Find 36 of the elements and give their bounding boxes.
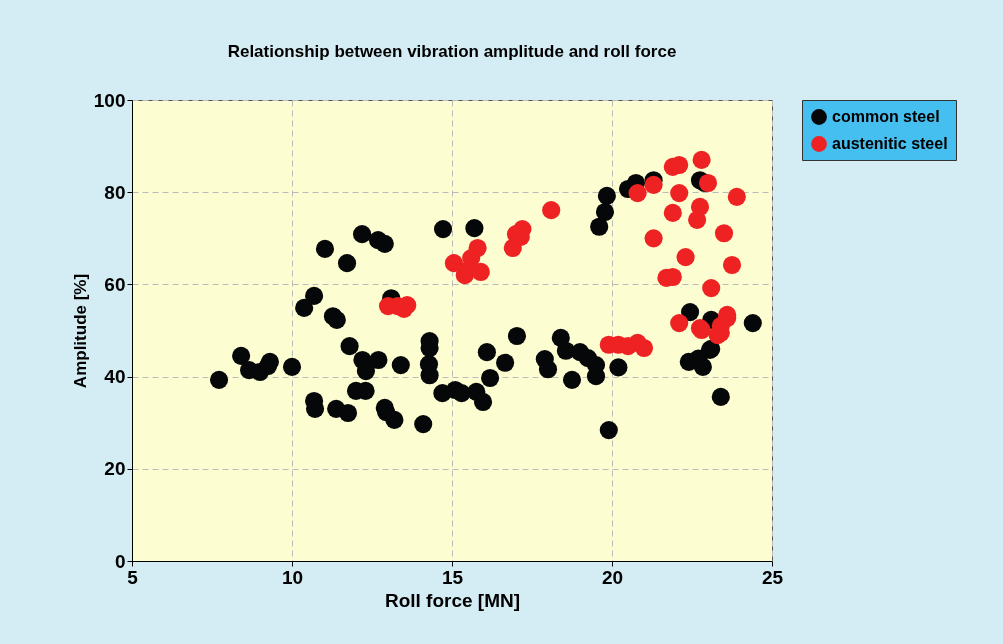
x-tick-label: 10 bbox=[281, 566, 304, 588]
point bbox=[670, 155, 689, 175]
point bbox=[698, 173, 718, 193]
point bbox=[670, 184, 689, 203]
y-tick-label: 20 bbox=[104, 458, 126, 480]
point bbox=[471, 262, 490, 282]
point bbox=[688, 210, 707, 229]
x-tick-label: 20 bbox=[601, 566, 624, 588]
point bbox=[722, 255, 742, 275]
x-tick-label: 5 bbox=[127, 566, 139, 588]
y-tick-label: 80 bbox=[104, 181, 126, 203]
point bbox=[692, 150, 711, 169]
legend-label: austenitic steel bbox=[832, 135, 948, 152]
x-axis-title: Roll force [MN] bbox=[384, 589, 521, 611]
point bbox=[542, 201, 561, 220]
point bbox=[634, 338, 654, 358]
point bbox=[663, 203, 682, 223]
point bbox=[670, 314, 689, 333]
point bbox=[676, 248, 695, 267]
point bbox=[468, 238, 487, 258]
point bbox=[702, 279, 721, 298]
point bbox=[727, 187, 746, 206]
chart-title: Relationship between vibration amplitude and roll force bbox=[227, 42, 677, 61]
y-tick-label: 100 bbox=[93, 89, 126, 111]
y-axis-title: Amplitude [%] bbox=[70, 273, 90, 389]
x-tick-label: 15 bbox=[441, 566, 464, 588]
point bbox=[644, 175, 663, 194]
point bbox=[628, 184, 647, 203]
point bbox=[644, 229, 663, 248]
y-tick-label: 0 bbox=[114, 550, 126, 572]
y-tick-label: 60 bbox=[104, 273, 126, 295]
point bbox=[444, 254, 463, 273]
point bbox=[714, 224, 734, 243]
legend-label: common steel bbox=[832, 108, 940, 125]
x-tick-label: 25 bbox=[761, 566, 784, 588]
y-tick-label: 40 bbox=[104, 366, 126, 388]
